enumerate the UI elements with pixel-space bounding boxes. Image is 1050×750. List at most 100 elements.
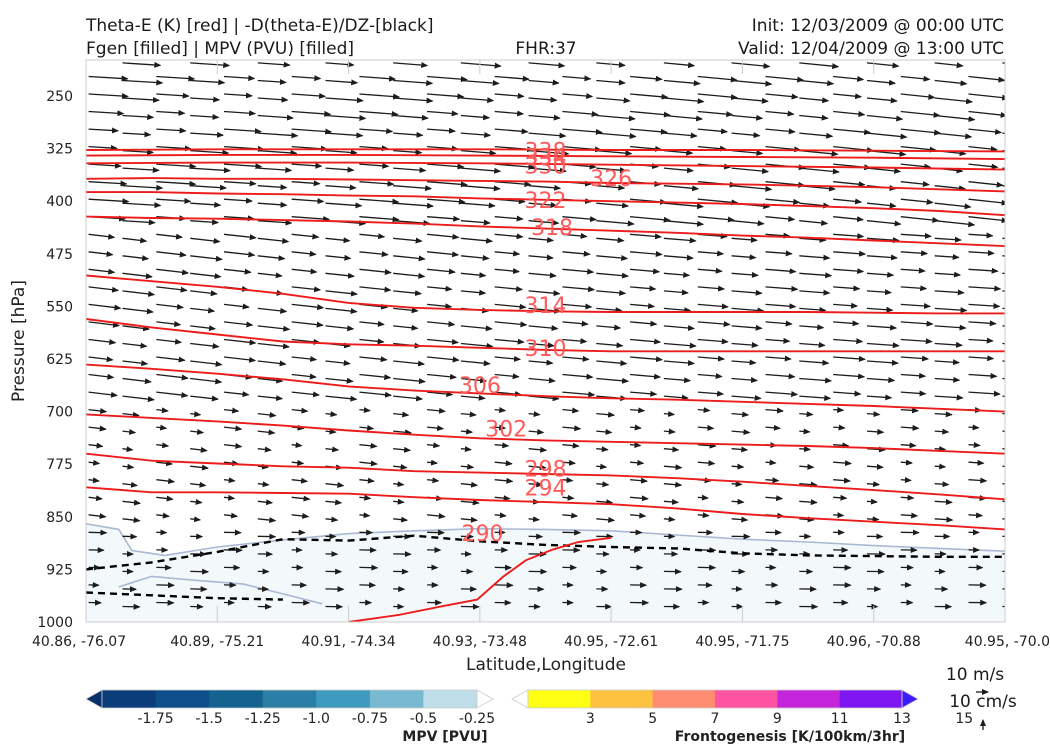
wind-vector: [122, 377, 152, 385]
wind-vector: [88, 459, 101, 466]
wind-vector: [291, 303, 325, 311]
wind-vector: [359, 162, 390, 169]
wind-vector: [833, 198, 863, 205]
wind-vector: [528, 464, 547, 471]
wind-vector: [663, 516, 676, 523]
wind-vector: [663, 464, 683, 471]
wind-vector: [528, 96, 558, 103]
wind-vector: [866, 516, 880, 523]
wind-vector: [968, 198, 1005, 206]
wind-vector: [697, 512, 710, 519]
wind-vector: [190, 184, 227, 191]
wind-vector: [359, 442, 378, 449]
wind-vector: [799, 167, 840, 175]
wind-vector: [934, 289, 965, 296]
colorbar-swatch: [715, 690, 778, 708]
wind-vector: [325, 202, 363, 209]
colorbar-swatch: [777, 690, 841, 708]
wind-vector: [866, 62, 900, 69]
wind-vector: [697, 128, 728, 135]
wind-vector: [88, 321, 120, 328]
wind-vector: [460, 272, 487, 279]
wind-vector: [833, 477, 851, 484]
wind-vector: [88, 286, 120, 293]
wind-vector: [799, 481, 818, 488]
wind-vector: [630, 268, 661, 275]
wind-vector: [968, 512, 984, 519]
wind-vector: [325, 97, 364, 104]
wind-vector: [900, 163, 932, 170]
wind-vector: [427, 268, 456, 275]
wind-vector: [494, 355, 521, 362]
wind-vector: [630, 128, 668, 135]
mpv-colorbar-title: MPV [PVU]: [402, 729, 487, 745]
wind-vector: [494, 128, 529, 135]
wind-vector: [88, 477, 100, 484]
wind-vector: [596, 114, 636, 122]
wind-vector: [562, 232, 588, 239]
wind-vector: [1002, 185, 1005, 187]
wind-vector: [799, 499, 818, 506]
wind-vector: [833, 512, 845, 519]
y-tick-325: 325: [46, 142, 73, 158]
wind-vector: [799, 114, 829, 121]
wind-vector: [427, 373, 457, 380]
wind-vector: [190, 219, 220, 226]
wind-vector: [122, 446, 134, 453]
wind-vector: [257, 360, 287, 367]
wind-vector: [833, 442, 850, 449]
wind-vector: [325, 254, 352, 261]
wind-vector: [663, 237, 697, 244]
wind-vector: [359, 180, 395, 187]
wind-vector: [731, 481, 743, 488]
wind-vector: [596, 499, 614, 506]
colorbar-tick: 9: [773, 711, 782, 727]
wind-vector: [968, 75, 1005, 83]
wind-vector: [393, 114, 429, 121]
wind-vector: [122, 219, 156, 226]
wind-vector: [427, 407, 446, 414]
wind-vector: [156, 356, 186, 363]
theta-e-contour-330: [86, 161, 1005, 171]
wind-vector: [596, 411, 616, 418]
wind-vector: [968, 355, 995, 362]
wind-vector: [731, 289, 763, 296]
wind-vector: [1002, 97, 1005, 99]
colorbar-swatch: [102, 690, 157, 708]
wind-vector: [88, 356, 114, 363]
wind-vector: [562, 216, 597, 223]
wind-vector: [88, 391, 118, 398]
wind-vector: [427, 303, 453, 310]
wind-vector: [1002, 412, 1005, 415]
theta-e-label-298: 298: [525, 457, 567, 482]
theta-e-contour-294: [86, 486, 1005, 531]
wind-vector: [596, 184, 626, 191]
wind-vector: [88, 268, 116, 275]
wind-vector: [799, 306, 827, 313]
wind-vector: [596, 61, 626, 68]
wind-vector: [393, 97, 434, 104]
wind-vector: [528, 236, 555, 243]
wind-vector: [257, 377, 284, 384]
wind-vector: [934, 220, 976, 228]
wind-vector: [799, 289, 831, 296]
wind-vector: [291, 495, 311, 502]
wind-vector: [968, 442, 981, 449]
wind-vector: [156, 268, 190, 276]
wind-vector: [900, 320, 934, 327]
wind-vector: [833, 128, 872, 136]
wind-vector: [765, 285, 799, 292]
wind-vector: [291, 477, 309, 484]
wind-vector: [866, 167, 902, 174]
wind-vector: [765, 495, 784, 502]
wind-vector: [1002, 62, 1005, 64]
theta-e-label-334: 334: [525, 145, 567, 170]
wind-vector: [833, 285, 861, 292]
wind-vector: [934, 446, 947, 452]
wind-vector: [697, 494, 709, 501]
wind-vector: [968, 424, 980, 431]
wind-vector: [257, 255, 286, 262]
wind-vector: [494, 338, 525, 345]
wind-vector: [900, 338, 933, 345]
